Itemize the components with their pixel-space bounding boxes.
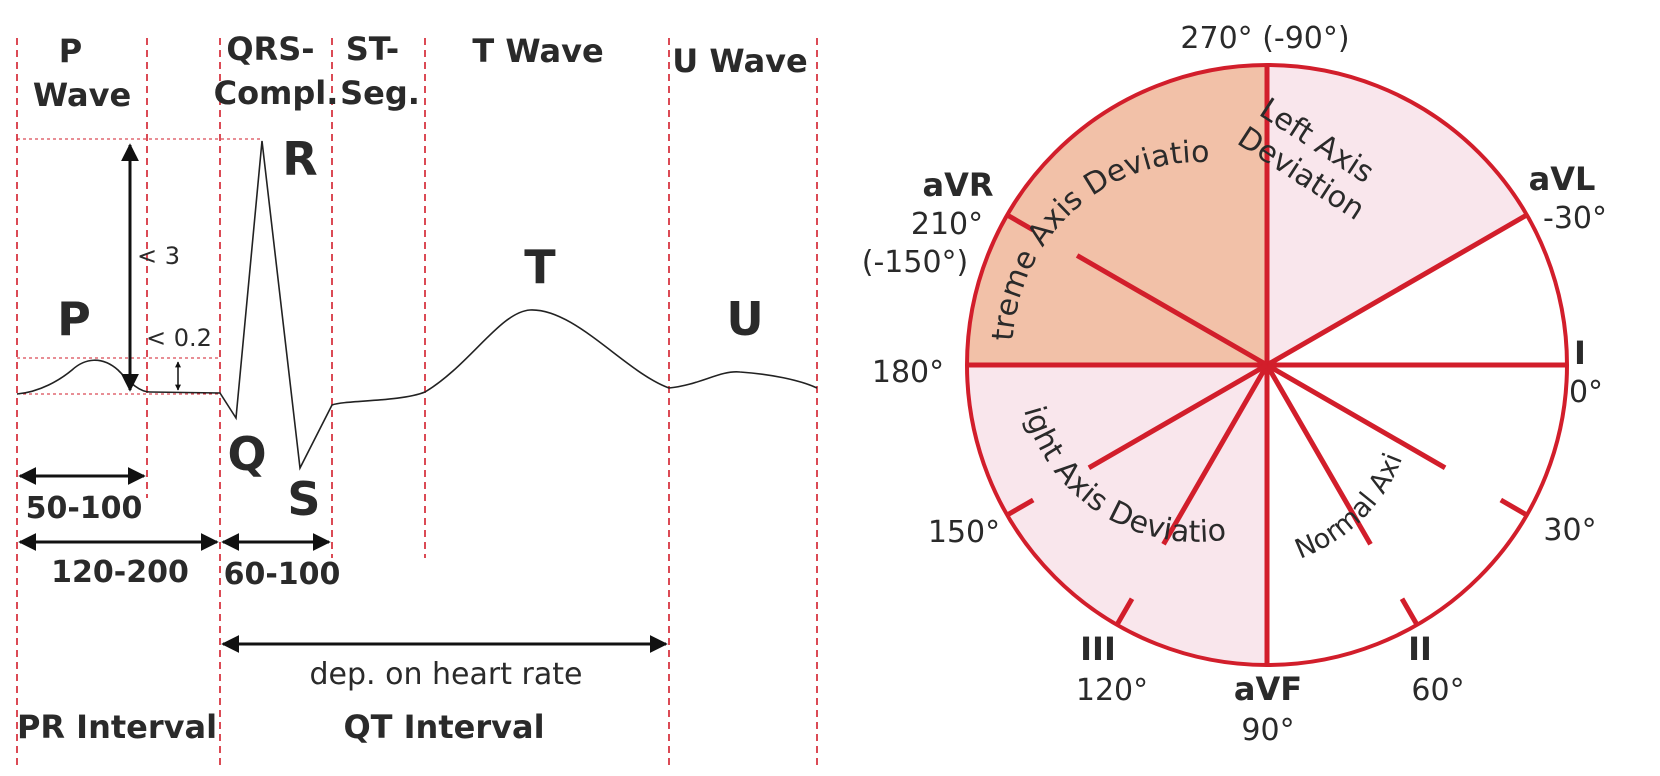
angle-90: 90°: [1241, 713, 1294, 748]
pr-interval-label: PR Interval: [17, 708, 217, 746]
angle-150: 150°: [928, 515, 1000, 550]
r-label: R: [282, 132, 317, 186]
qrs-duration-label: 60-100: [224, 557, 341, 592]
angle-210: 210°: [911, 207, 983, 242]
p-wave-header: P Wave: [33, 32, 131, 114]
angle-0: 0°: [1569, 375, 1603, 410]
angle-60: 60°: [1411, 673, 1464, 708]
lead-avf: aVF: [1234, 670, 1302, 708]
ecg-panel: P Wave QRS- Compl. ST- Seg. T Wave U Wav…: [17, 30, 817, 770]
lead-iii: III: [1080, 630, 1116, 668]
qrs-amplitude-label: < 3: [137, 242, 180, 270]
angle-180: 180°: [872, 355, 944, 390]
u-label: U: [726, 292, 763, 346]
lead-ii: II: [1408, 630, 1432, 668]
pr-duration-label: 120-200: [51, 555, 189, 590]
angle-minus-30: -30°: [1543, 201, 1607, 236]
axis-panel: Extreme Axis Deviation Left Axis Deviati…: [0, 0, 1607, 748]
qt-duration-label: dep. on heart rate: [310, 657, 583, 692]
angle-30: 30°: [1543, 513, 1596, 548]
qrs-header: QRS- Compl.: [214, 30, 339, 112]
st-header: ST- Seg.: [340, 30, 420, 112]
lead-avr: aVR: [923, 166, 994, 204]
p-duration-label: 50-100: [26, 491, 143, 526]
u-wave-header: U Wave: [672, 42, 807, 80]
qt-interval-label: QT Interval: [343, 708, 544, 746]
ecg-trace: [17, 141, 817, 468]
q-label: Q: [227, 427, 266, 481]
angle-120: 120°: [1076, 673, 1148, 708]
p-label: P: [57, 292, 91, 346]
s-label: S: [287, 472, 320, 526]
t-label: T: [524, 240, 556, 294]
p-amplitude-label: < 0.2: [146, 324, 212, 352]
t-wave-header: T Wave: [472, 32, 603, 70]
lead-i: I: [1574, 334, 1586, 372]
lead-avl: aVL: [1529, 160, 1596, 198]
extreme-axis-label: Extreme Axis Deviation: [0, 0, 1210, 342]
angle-270: 270° (-90°): [1180, 21, 1349, 56]
angle-minus-150: (-150°): [862, 245, 969, 280]
